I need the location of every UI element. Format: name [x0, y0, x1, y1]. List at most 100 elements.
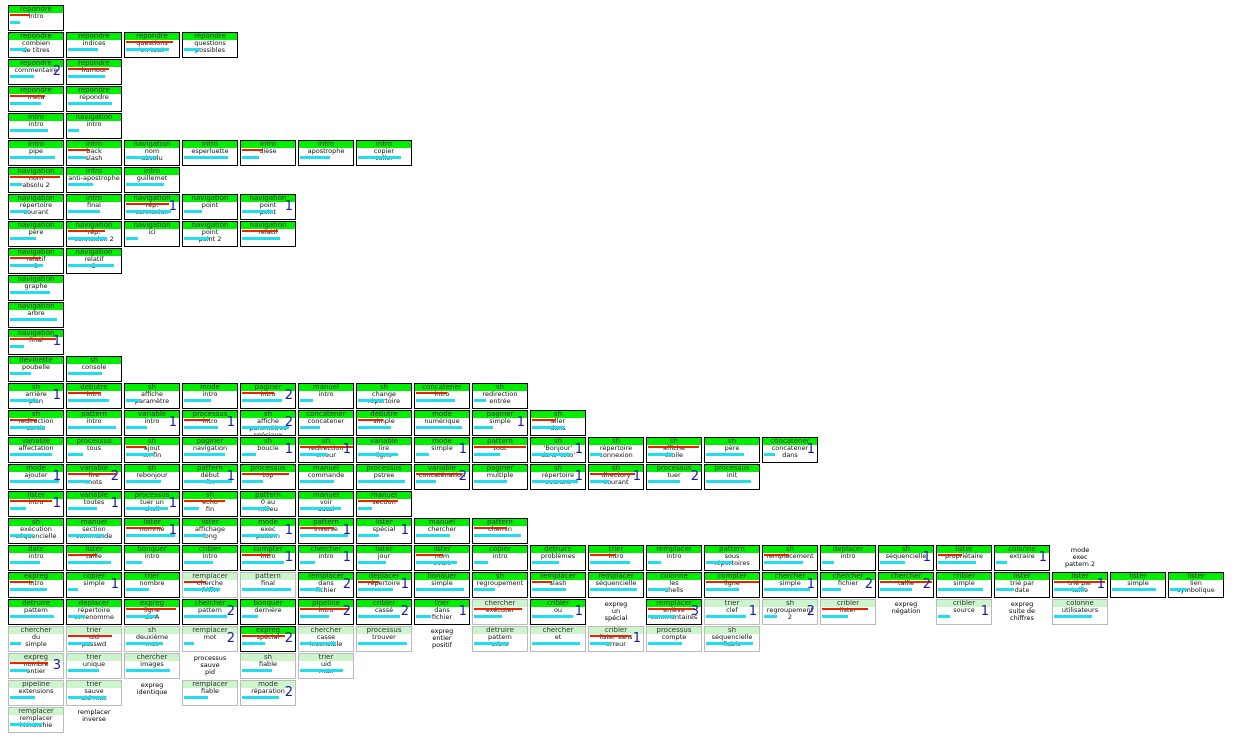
card[interactable]: manuel commande	[298, 464, 354, 490]
card[interactable]: paginer simple 1	[472, 410, 528, 436]
card[interactable]: navigation intro	[66, 113, 122, 139]
card[interactable]: expreglignede A	[124, 599, 180, 625]
card[interactable]: intro dièse	[240, 140, 296, 166]
card[interactable]: variable intro 1	[124, 410, 180, 436]
card[interactable]: intro pipe	[8, 140, 64, 166]
card[interactable]: cribler intro	[182, 545, 238, 571]
card[interactable]: repondre commentaire 2	[8, 59, 64, 85]
card[interactable]: concatener concatener	[298, 410, 354, 436]
card[interactable]: detruire problèmes	[530, 545, 586, 571]
card[interactable]: trieruidmax	[298, 653, 354, 679]
card[interactable]: copier simple 1	[66, 572, 122, 598]
card[interactable]: bonquer dernière	[240, 599, 296, 625]
card[interactable]: repondre combien de titres	[8, 32, 64, 58]
card[interactable]: remplacerremplacerhiérarchie	[8, 707, 64, 733]
card[interactable]: remplacercherchePATH	[182, 572, 238, 598]
card[interactable]: listernomcourt	[414, 545, 470, 571]
card[interactable]: detruire pattern	[8, 599, 64, 625]
card[interactable]: deplacer répertoire et renomme	[66, 599, 122, 625]
card[interactable]: concatener concatener dans 1	[762, 437, 818, 463]
card[interactable]: pattern final	[240, 572, 296, 598]
card[interactable]: processus tous	[66, 437, 122, 463]
card[interactable]: pipeline intro 2	[298, 599, 354, 625]
card[interactable]: cribler ou 1	[530, 599, 586, 625]
card[interactable]: navigationrelatif2	[66, 248, 122, 274]
card[interactable]: sharrièreplan1	[8, 383, 64, 409]
card[interactable]: pattern inverse 1	[298, 518, 354, 544]
card[interactable]: intro back slash	[66, 140, 122, 166]
card[interactable]: sh répertoire connexion	[588, 437, 644, 463]
card[interactable]: date intro	[8, 545, 64, 571]
card[interactable]: remplacer slash	[530, 572, 586, 598]
card[interactable]: shséquenciellefiable	[704, 626, 760, 652]
card[interactable]: expreg négation	[878, 599, 934, 625]
card[interactable]: debutre intro	[66, 383, 122, 409]
card[interactable]: sh echo fin	[182, 491, 238, 517]
card[interactable]: chercher pattern 2	[182, 599, 238, 625]
card[interactable]: sh remplacement	[762, 545, 818, 571]
card[interactable]: colonne extraire 1	[994, 545, 1050, 571]
card[interactable]: cribler lister sans erreur 1	[588, 626, 644, 652]
card[interactable]: lister nommé 1	[124, 518, 180, 544]
card[interactable]: shredirectionsortie	[8, 410, 64, 436]
card[interactable]: bonquer simple	[414, 572, 470, 598]
card[interactable]: bonquer intro	[124, 545, 180, 571]
card[interactable]: modeexecpattern1	[240, 518, 296, 544]
card[interactable]: processus sauve pid	[182, 653, 238, 679]
card[interactable]: remplacer fiable	[182, 680, 238, 706]
card[interactable]: repondre humour	[66, 59, 122, 85]
card[interactable]: chercher et	[530, 626, 586, 652]
card[interactable]: repondre meta	[8, 86, 64, 112]
card[interactable]: remplacer séquencielle	[588, 572, 644, 598]
card[interactable]: mode intro	[182, 383, 238, 409]
card[interactable]: expreg identique	[124, 680, 180, 706]
card[interactable]: navigationpointpoint1	[240, 194, 296, 220]
card[interactable]: pipeline extensions	[8, 680, 64, 706]
card[interactable]: navigation point	[182, 194, 238, 220]
card[interactable]: pattern chemin	[472, 518, 528, 544]
card[interactable]: devinette poubelle	[8, 356, 64, 382]
card[interactable]: mode simple 1	[414, 437, 470, 463]
card[interactable]: sh console	[66, 356, 122, 382]
card[interactable]: repondrequestionsen tout	[124, 32, 180, 58]
card[interactable]: introcopiercoller	[356, 140, 412, 166]
card[interactable]: processus compte	[646, 626, 702, 652]
card[interactable]: navigation arbre	[8, 302, 64, 328]
card[interactable]: sh change répertoire	[356, 383, 412, 409]
card[interactable]: copier intro	[472, 545, 528, 571]
card[interactable]: navigation père	[8, 221, 64, 247]
card[interactable]: processus top	[240, 464, 296, 490]
card[interactable]: processus init	[704, 464, 760, 490]
card[interactable]: detruirepatternarbre	[472, 626, 528, 652]
card[interactable]: trier uid passwd	[66, 626, 122, 652]
card[interactable]: lister propriétaire	[936, 545, 992, 571]
card[interactable]: sh regroupement 2 2	[762, 599, 818, 625]
card[interactable]: remplacer inverse	[66, 707, 122, 733]
card[interactable]: remplacer dans fichier 2	[298, 572, 354, 598]
card[interactable]: lister taille	[66, 545, 122, 571]
card[interactable]: sh directory courant 1	[588, 464, 644, 490]
card[interactable]: chercher intro 1	[298, 545, 354, 571]
card[interactable]: navigationrelatif3	[8, 248, 64, 274]
card[interactable]: repondre répondre	[66, 86, 122, 112]
card[interactable]: navigation final 1	[8, 329, 64, 355]
card[interactable]: sh rebonjour	[124, 464, 180, 490]
card[interactable]: processus intro 1	[182, 410, 238, 436]
card[interactable]: deplacer intro	[820, 545, 876, 571]
card[interactable]: chercher images	[124, 653, 180, 679]
card[interactable]: mode exec pattern 2	[1052, 545, 1108, 571]
card[interactable]: shallerdans	[530, 410, 586, 436]
card[interactable]: trier dans fichier 1	[414, 599, 470, 625]
card[interactable]: cribler simple	[936, 572, 992, 598]
card[interactable]: sh regroupement	[472, 572, 528, 598]
card[interactable]: sh'Bonjour'dans 'toto'1	[530, 437, 586, 463]
card[interactable]: variablelireligne	[356, 437, 412, 463]
card[interactable]: chercher du simple	[8, 626, 64, 652]
card[interactable]: intro guillemet	[124, 167, 180, 193]
card[interactable]: navigation graphe	[8, 275, 64, 301]
card[interactable]: processus pstree	[356, 464, 412, 490]
